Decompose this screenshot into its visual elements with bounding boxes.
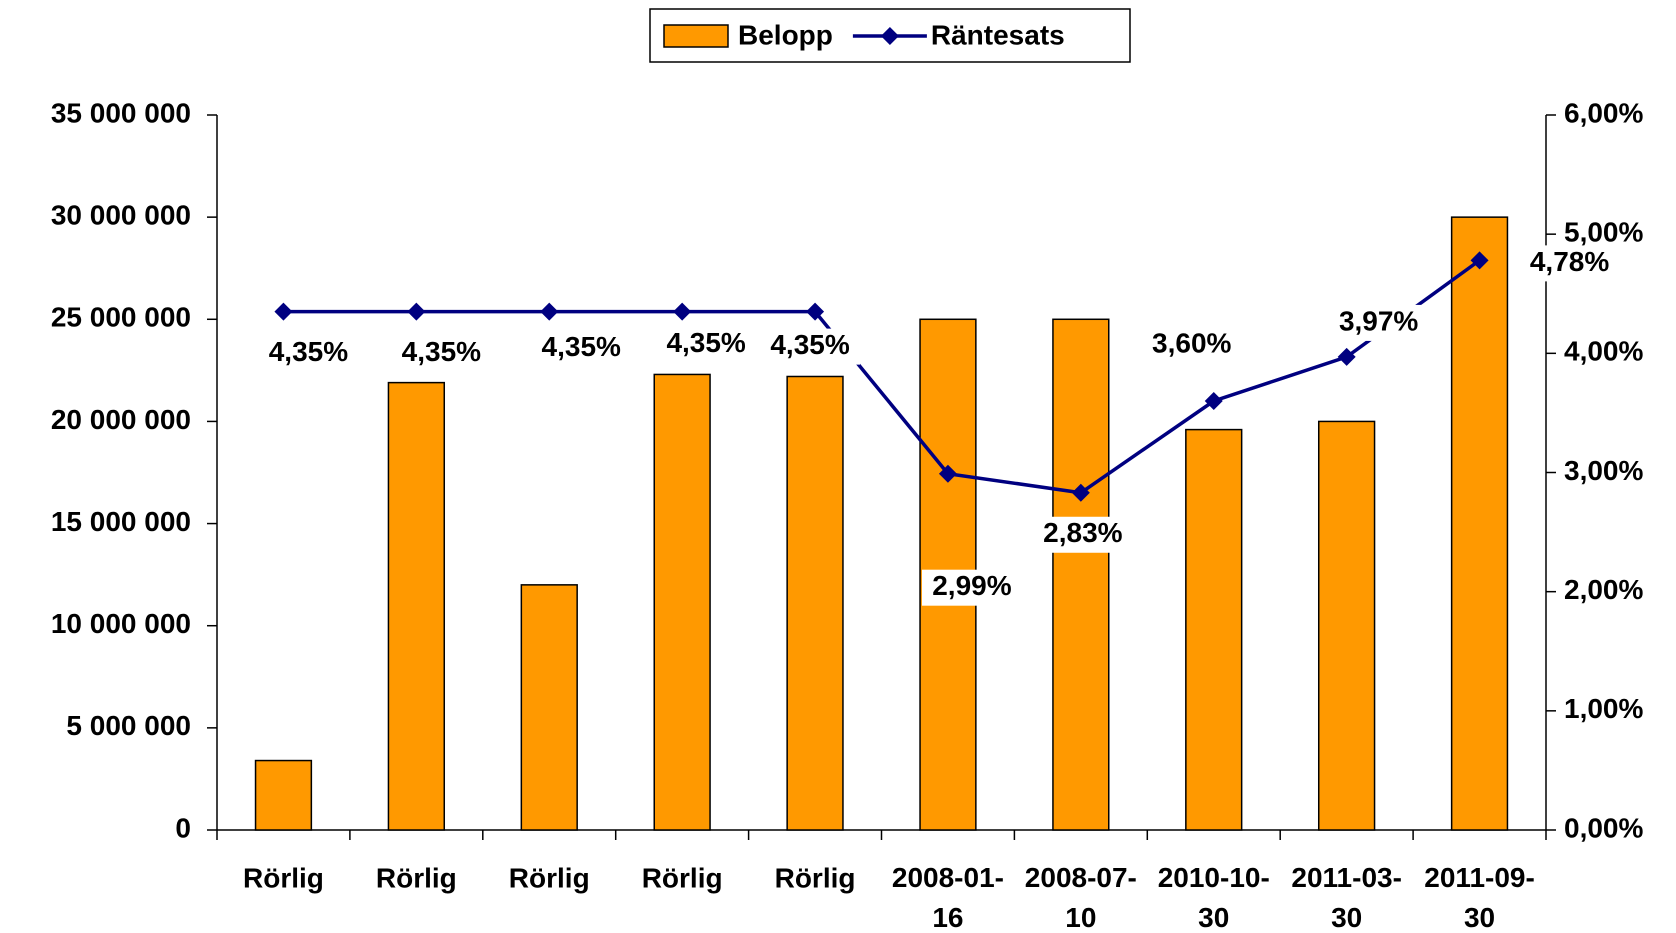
legend-marker (880, 27, 899, 45)
data-label-bg (1141, 327, 1242, 363)
bar (387, 381, 446, 831)
data-label-bg (1032, 516, 1133, 553)
x-tick-label: 2008-07- 10 (1025, 862, 1137, 933)
y-tick-label: 25 000 000 (51, 302, 191, 333)
x-tick-label: 2008-01- 16 (892, 862, 1004, 933)
x-tick-label-line: 16 (932, 902, 963, 933)
x-tick-label-line: 2010-10- (1158, 862, 1270, 893)
x-tick-label-line: 30 (1464, 902, 1495, 933)
bar (1317, 420, 1376, 831)
line-marker (1071, 483, 1090, 502)
data-label: 4,35% (402, 336, 481, 367)
x-tick-label-line: 2008-07- (1025, 862, 1137, 893)
line-marker (1470, 251, 1489, 270)
x-tick-label: Rörlig (376, 862, 457, 893)
y-tick-label: 15 000 000 (51, 506, 191, 537)
data-label-bg (760, 328, 861, 365)
bar (1450, 216, 1509, 831)
x-tick-label: 2011-03- 30 (1291, 862, 1402, 933)
x-tick-label: Rörlig (509, 862, 590, 893)
x-tick-label-line: 30 (1331, 902, 1362, 933)
line-marker (806, 302, 825, 321)
y2-tick-label: 3,00% (1564, 455, 1643, 486)
y-tick-label: 0 (175, 812, 191, 843)
x-tick-label-line: 10 (1065, 902, 1096, 933)
y-tick-label: 20 000 000 (51, 404, 191, 435)
bar (520, 584, 578, 831)
bar (1185, 428, 1243, 831)
bar (786, 375, 844, 831)
line-marker (673, 302, 692, 321)
y2-tick-label: 5,00% (1564, 217, 1643, 248)
x-tick-label-line: 2011-09- (1424, 862, 1535, 893)
y2-tick-label: 6,00% (1564, 97, 1643, 128)
data-label-bg (391, 335, 492, 372)
bar (653, 373, 711, 831)
y-tick-label: 5 000 000 (66, 710, 191, 741)
data-label: 4,35% (770, 329, 849, 360)
data-label: 4,35% (269, 336, 348, 367)
data-label-bg (656, 326, 757, 363)
line-marker (938, 464, 957, 483)
data-label: 4,78% (1530, 246, 1609, 277)
x-tick-label-line: 30 (1198, 902, 1229, 933)
data-label-bg (258, 335, 359, 372)
line-marker (540, 302, 559, 321)
x-tick-label: 2011-09- 30 (1424, 862, 1535, 933)
y-tick-label: 30 000 000 (51, 200, 191, 231)
data-label: 2,99% (932, 570, 1011, 601)
bar (254, 759, 313, 831)
data-label: 2,83% (1043, 517, 1122, 548)
y-tick-label: 10 000 000 (51, 608, 191, 639)
line-marker (1337, 347, 1356, 366)
x-tick-label: 2010-10- 30 (1158, 862, 1270, 933)
data-label: 3,60% (1152, 327, 1231, 358)
y2-tick-label: 1,00% (1564, 693, 1643, 724)
data-label-bg (1519, 245, 1620, 282)
data-label: 4,35% (666, 327, 745, 358)
data-label-bg (531, 330, 632, 367)
data-label-bg (1328, 304, 1429, 341)
y-tick-label: 35 000 000 (51, 97, 191, 128)
legend-swatch (663, 24, 729, 48)
data-label: 3,97% (1339, 305, 1418, 336)
legend: Belopp Räntesats (649, 8, 1131, 63)
x-tick-label: Rörlig (243, 862, 324, 893)
bar (1052, 318, 1110, 831)
line-marker (274, 302, 293, 321)
x-tick-label-line: 2008-01- (892, 862, 1004, 893)
x-tick-label: Rörlig (642, 862, 723, 893)
data-label: 4,35% (542, 331, 621, 362)
legend-label: Räntesats (931, 19, 1065, 50)
line (283, 258, 1481, 495)
x-tick-label-line: 2011-03- (1291, 862, 1402, 893)
y2-tick-label: 4,00% (1564, 336, 1643, 367)
y2-tick-label: 0,00% (1564, 812, 1643, 843)
data-label-bg (921, 569, 1022, 606)
line-marker (1204, 392, 1223, 410)
x-tick-label: Rörlig (775, 862, 856, 893)
line-marker (407, 302, 426, 321)
y2-tick-label: 2,00% (1564, 574, 1643, 605)
legend-label: Belopp (738, 19, 833, 50)
